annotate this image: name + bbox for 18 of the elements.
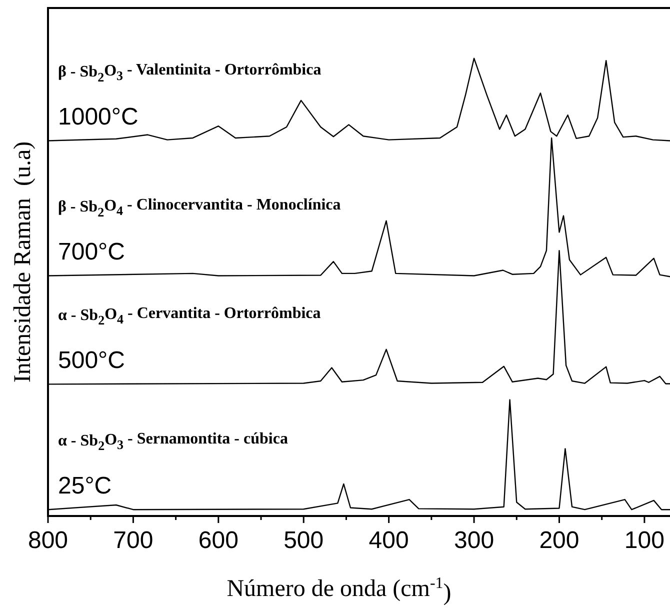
x-tick-label: 600 (198, 527, 238, 554)
y-axis-title: Intensidade Raman (u.a) (10, 141, 36, 383)
annotation: β - Sb$_{2}$O$_{3}$ - Valentinita - Ortorrômbica (58, 62, 322, 84)
x-tick-label: 100 (624, 527, 664, 554)
x-tick-label: 300 (454, 527, 494, 554)
x-axis-title: Número de onda (cm$^{-1}$) (226, 575, 452, 606)
series-label: 700°C (58, 238, 125, 266)
annotation: α - Sb$_{2}$O$_{3}$ - Sernamontita - cúbica (58, 430, 288, 454)
x-tick-label: 200 (539, 527, 580, 554)
x-tick-label: 800 (28, 527, 68, 554)
x-tick-label: 500 (284, 527, 324, 554)
x-tick-label: 700 (113, 527, 154, 554)
series-label: 1000°C (58, 104, 138, 131)
x-tick-label: 400 (368, 527, 409, 554)
series-label: 25°C (58, 472, 112, 500)
annotation: α - Sb$_{2}$O$_{4}$ - Cervantita - Ortorrômbica (58, 305, 321, 328)
annotation: β - Sb$_{2}$O$_{4}$ - Clinocervantita - Monoclínica (58, 196, 341, 220)
series-label: 500°C (58, 347, 125, 374)
